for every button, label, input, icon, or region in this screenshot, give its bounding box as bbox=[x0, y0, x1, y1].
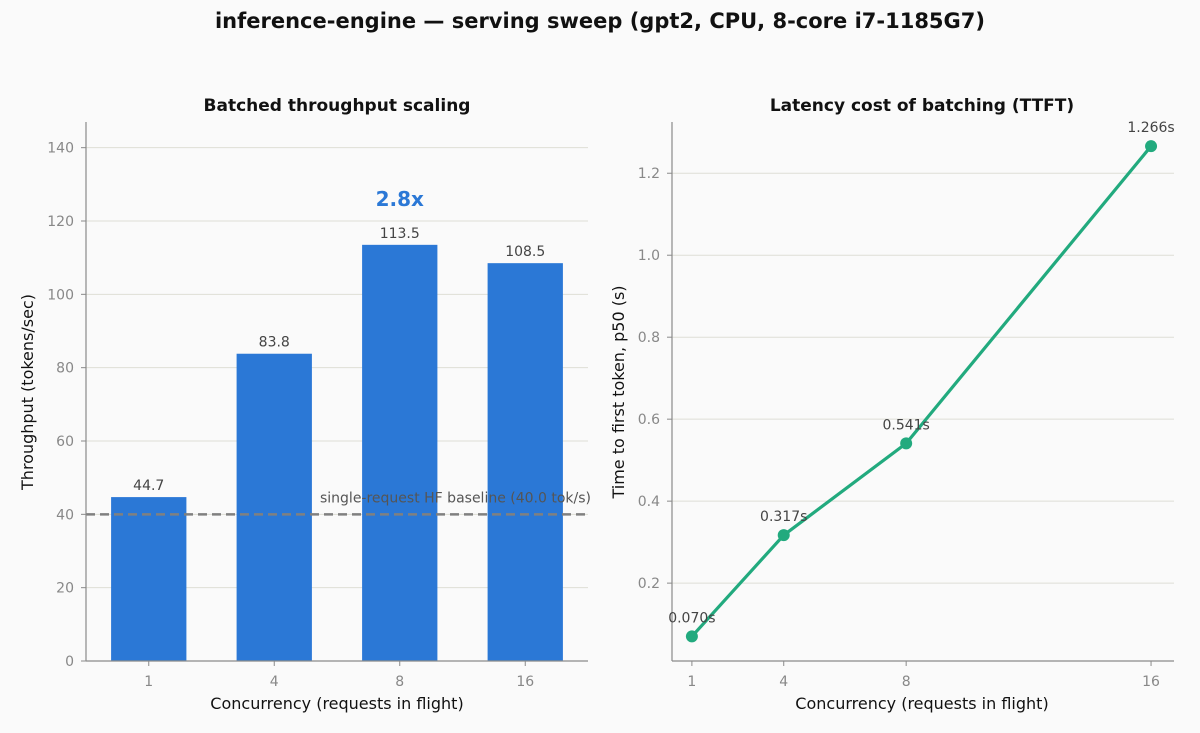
bar-chart-y-tick-label: 140 bbox=[47, 141, 74, 157]
ttft-point-1 bbox=[685, 630, 698, 643]
bar-4 bbox=[236, 353, 312, 661]
ttft-point-label: 0.317s bbox=[760, 509, 807, 525]
bar-chart-y-tick-label: 20 bbox=[56, 581, 74, 597]
bar-chart-title: Batched throughput scaling bbox=[204, 96, 471, 116]
bar-chart-y-tick-label: 120 bbox=[47, 214, 74, 230]
bar-chart-y-axis-label: Throughput (tokens/sec) bbox=[18, 294, 37, 491]
line-chart-series bbox=[685, 140, 1158, 643]
bar-chart-y-tick-label: 40 bbox=[56, 507, 74, 523]
bar-chart-y-tick-label: 80 bbox=[56, 361, 74, 377]
line-chart-x-tick-label: 4 bbox=[779, 674, 788, 690]
bar-chart-x-axis-label: Concurrency (requests in flight) bbox=[210, 694, 463, 713]
bar-chart-y-tick-label: 60 bbox=[56, 434, 74, 450]
line-chart-x-tick-label: 1 bbox=[687, 674, 696, 690]
line-chart-y-tick-label: 0.6 bbox=[638, 412, 660, 428]
ttft-point-16 bbox=[1145, 140, 1158, 153]
line-chart-y-axis-label: Time to first token, p50 (s) bbox=[609, 285, 628, 499]
bar-chart-x-tick-label: 4 bbox=[270, 674, 279, 690]
bar-value-label: 108.5 bbox=[505, 244, 545, 260]
line-chart-text: Latency cost of batching (TTFT) Concurre… bbox=[609, 96, 1175, 713]
bar-1 bbox=[111, 497, 187, 661]
ttft-point-label: 0.070s bbox=[668, 610, 715, 626]
line-chart-gridlines bbox=[672, 172, 1174, 584]
line-chart-y-tick-label: 0.2 bbox=[638, 576, 660, 592]
ttft-point-label: 1.266s bbox=[1127, 120, 1174, 136]
bar-chart-axes bbox=[81, 122, 588, 666]
baseline-label: single-request HF baseline (40.0 tok/s) bbox=[320, 490, 591, 506]
line-chart-y-tick-label: 1.0 bbox=[638, 248, 660, 264]
line-chart-y-tick-label: 0.4 bbox=[638, 494, 660, 510]
line-chart-x-tick-label: 16 bbox=[1142, 674, 1160, 690]
bar-8 bbox=[362, 244, 438, 662]
bar-chart-text: Batched throughput scaling Concurrency (… bbox=[18, 96, 591, 713]
bar-chart-bars bbox=[111, 244, 563, 662]
line-chart-x-tick-label: 8 bbox=[902, 674, 911, 690]
ttft-point-4 bbox=[777, 529, 790, 542]
speedup-annotation: 2.8x bbox=[376, 187, 424, 211]
ttft-point-8 bbox=[900, 437, 913, 450]
bar-value-label: 44.7 bbox=[133, 478, 164, 494]
bar-16 bbox=[487, 263, 563, 661]
line-chart-y-tick-label: 0.8 bbox=[638, 330, 660, 346]
bar-chart-x-tick-label: 8 bbox=[395, 674, 404, 690]
bar-chart-y-tick-label: 0 bbox=[65, 654, 74, 670]
bar-chart-x-tick-label: 16 bbox=[516, 674, 534, 690]
figure-title: inference-engine — serving sweep (gpt2, … bbox=[214, 9, 985, 33]
ttft-point-label: 0.541s bbox=[882, 417, 929, 433]
line-chart-x-axis-label: Concurrency (requests in flight) bbox=[795, 694, 1048, 713]
ttft-series-line bbox=[690, 145, 1153, 638]
line-chart-y-tick-label: 1.2 bbox=[638, 166, 660, 182]
bar-chart-y-tick-label: 100 bbox=[47, 287, 74, 303]
bar-value-label: 83.8 bbox=[259, 335, 290, 351]
bar-value-label: 113.5 bbox=[380, 226, 420, 242]
line-chart-title: Latency cost of batching (TTFT) bbox=[770, 96, 1074, 116]
bar-chart-x-tick-label: 1 bbox=[144, 674, 153, 690]
line-chart-axes bbox=[667, 122, 1174, 666]
